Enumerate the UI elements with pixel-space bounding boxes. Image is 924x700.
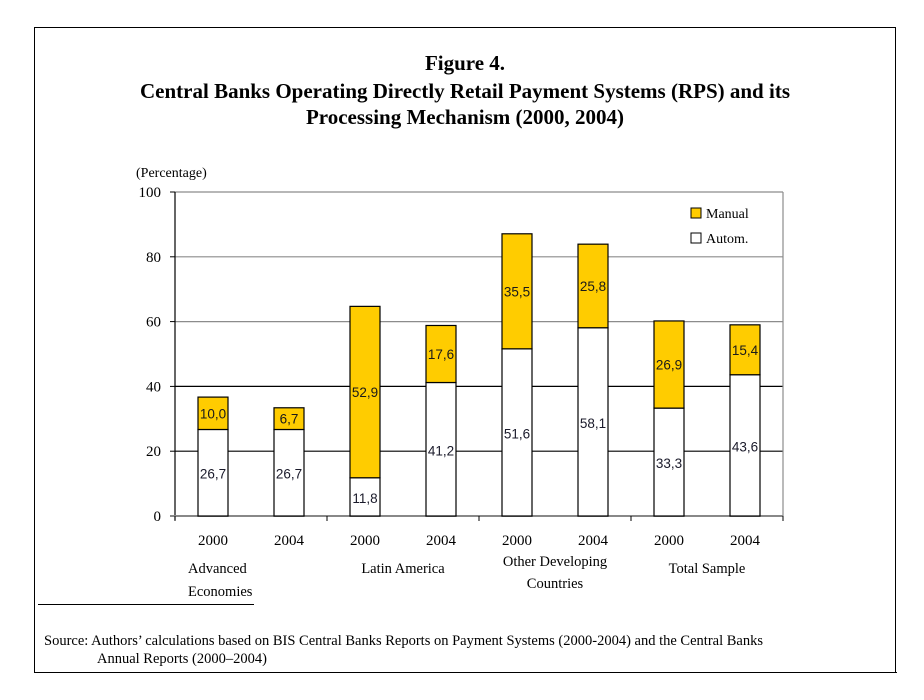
bar-manual (729, 324, 761, 376)
x-tick-label: 2004 (426, 533, 457, 549)
data-label-autom: 43,6 (732, 439, 758, 454)
bar-manual (425, 324, 457, 384)
y-tick-label: 0 (154, 509, 162, 525)
source-note-line-2: Annual Reports (2000–2004) (97, 651, 267, 667)
data-label-manual: 17,6 (428, 347, 454, 362)
group-label: Economies (188, 584, 253, 600)
figure-title-line-2: Processing Mechanism (2000, 2004) (305, 105, 625, 129)
x-tick-label: 2000 (198, 533, 228, 549)
group-label: Latin America (361, 561, 445, 577)
data-label-autom: 26,7 (276, 467, 302, 482)
x-tick-label: 2004 (730, 533, 761, 549)
x-tick-label: 2004 (274, 533, 305, 549)
bar-manual (653, 320, 685, 409)
data-label-manual: 26,9 (656, 358, 682, 373)
data-label-autom: 51,6 (504, 426, 530, 441)
bar-autom (653, 407, 685, 517)
y-tick-label: 100 (139, 185, 162, 201)
source-note-line-1: Source: Authors’ calculations based on B… (44, 633, 763, 649)
data-label-manual: 52,9 (352, 385, 378, 400)
y-tick-label: 20 (146, 444, 161, 460)
data-label-manual: 25,8 (580, 279, 606, 294)
data-label-manual: 6,7 (280, 412, 299, 427)
data-label-manual: 15,4 (732, 343, 759, 358)
footnote-rule (38, 604, 254, 605)
bar-autom (425, 381, 457, 517)
data-label-manual: 35,5 (504, 284, 530, 299)
figure-number: Figure 4. (424, 51, 506, 75)
bar-manual (197, 396, 229, 431)
group-label: Total Sample (669, 561, 746, 577)
group-label: Other Developing (503, 554, 607, 570)
data-label-autom: 33,3 (656, 456, 682, 471)
x-tick-label: 2000 (502, 533, 532, 549)
bar-manual (577, 243, 609, 329)
figure-title-line-1: Central Banks Operating Directly Retail … (140, 79, 790, 103)
group-label: Advanced (188, 561, 248, 577)
x-tick-label: 2000 (654, 533, 684, 549)
data-label-autom: 58,1 (580, 416, 606, 431)
legend-label-autom: Autom. (706, 232, 748, 247)
data-label-autom: 41,2 (428, 443, 454, 458)
figure-frame-bottom (34, 672, 897, 673)
y-tick-label: 80 (146, 250, 161, 266)
figure-frame (34, 27, 896, 672)
y-tick-label: 40 (146, 379, 161, 395)
legend-label-manual: Manual (706, 207, 749, 222)
x-tick-label: 2004 (578, 533, 609, 549)
bar-autom (197, 428, 229, 517)
y-axis-label: (Percentage) (136, 166, 207, 181)
legend-swatch-autom (690, 232, 702, 244)
legend-swatch-manual (690, 207, 702, 219)
bar-autom (577, 327, 609, 517)
data-label-autom: 26,7 (200, 467, 226, 482)
data-label-autom: 11,8 (352, 491, 377, 506)
bar-manual (349, 305, 381, 479)
bar-manual (273, 407, 305, 431)
data-label-manual: 10,0 (200, 406, 226, 421)
bar-manual (501, 233, 533, 350)
group-label: Countries (527, 576, 584, 592)
y-tick-label: 60 (146, 315, 161, 331)
x-tick-label: 2000 (350, 533, 380, 549)
bar-autom (501, 348, 533, 517)
